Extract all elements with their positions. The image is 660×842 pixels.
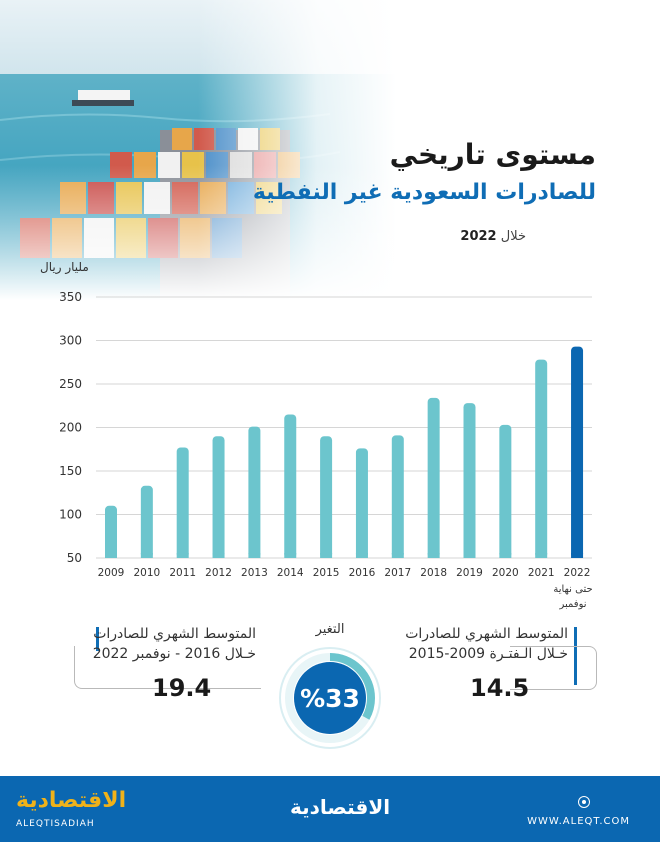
page-title: مستوى تاريخي	[389, 138, 596, 171]
donut-outer-ring	[279, 647, 381, 749]
bar-2010	[140, 485, 153, 558]
right-stat-labels: المتوسط الشهري للصادرات خـلال الـفتـرة 2…	[405, 624, 568, 664]
period-label: خلال 2022	[460, 229, 526, 244]
donut-arc	[285, 653, 375, 743]
y-tick-label: 300	[59, 334, 82, 348]
bar-base-2013	[248, 553, 261, 558]
bar-base-2017	[391, 553, 404, 558]
bar-base-2009	[105, 553, 117, 558]
footer-logo-en: ALEQTISADIAH	[16, 819, 95, 829]
bar-2011	[176, 447, 189, 558]
bar-2016	[355, 448, 368, 558]
y-tick-label: 100	[59, 508, 82, 522]
bar-base-2020	[499, 553, 512, 558]
x-tick-label-2013: 2013	[241, 567, 268, 579]
bar-base-2011	[176, 553, 189, 558]
bar-base-2018	[427, 553, 440, 558]
y-tick-label: 200	[59, 421, 82, 435]
bar-2014	[284, 414, 297, 558]
y-axis-ticks: 50 100 150 200 250 300 350	[59, 290, 82, 565]
x-tick-label-2016: 2016	[349, 567, 376, 579]
donut-value: %33	[300, 684, 360, 713]
left-stat-label-line1: المتوسط الشهري للصادرات	[93, 626, 256, 642]
y-axis-unit: مليار ريال	[40, 260, 89, 274]
bar-2015	[320, 436, 333, 558]
bar-2018	[427, 397, 440, 558]
x-tick-label-2011: 2011	[169, 567, 196, 579]
bar-2019	[463, 403, 476, 558]
donut-center	[294, 662, 366, 734]
x-tick-label-2019: 2019	[456, 567, 483, 579]
left-stat-bracket	[74, 646, 261, 689]
right-stat-value: 14.5	[470, 674, 530, 702]
hero-image	[0, 0, 660, 300]
bar-2021	[535, 359, 548, 558]
y-tick-label: 50	[67, 551, 82, 565]
left-stat-value: 19.4	[152, 674, 212, 702]
bar-2020	[499, 424, 512, 558]
chart-grid	[96, 296, 592, 559]
footer-logo-left: الاقتصادية	[16, 788, 127, 813]
x-tick-label-2022: 2022	[564, 567, 591, 579]
bar-2013	[248, 426, 261, 558]
right-stat-accent	[574, 627, 577, 685]
left-stat-accent	[96, 627, 99, 651]
bar-2022	[571, 346, 584, 558]
footer: الاقتصادية ALEQTISADIAH الاقتصادية WWW.A…	[0, 776, 660, 842]
x-tick-label-2009: 2009	[98, 567, 125, 579]
x-tick-label-2014: 2014	[277, 567, 304, 579]
x-tick-label-2012: 2012	[205, 567, 232, 579]
right-stat-bracket	[510, 646, 597, 690]
bar-base-2010	[140, 553, 153, 558]
right-stat-label-line1: المتوسط الشهري للصادرات	[405, 626, 568, 642]
x-tick-label-2015: 2015	[313, 567, 340, 579]
period-year: 2022	[460, 229, 497, 244]
exports-bar-chart: 50 100 150 200 250 300 350 2009 2010 2011 2012 201…	[59, 290, 592, 579]
period-prefix: خلال	[500, 229, 526, 244]
left-stat-label-line2: خـلال 2016 - نوفمبر 2022	[92, 646, 256, 662]
chart-bars	[105, 346, 584, 558]
last-bar-note: حتى نهاية نوفمبر	[553, 584, 593, 610]
page-subtitle: للصادرات السعودية غير النفطية	[252, 180, 596, 205]
bar-base-2021	[535, 553, 548, 558]
x-tick-label-2021: 2021	[528, 567, 555, 579]
bar-base-2016	[355, 553, 368, 558]
x-tick-label-2020: 2020	[492, 567, 519, 579]
bar-base-2014	[284, 553, 297, 558]
x-axis-ticks: 2009 2010 2011 2012 2013 2014 2015 2016 2017 2018…	[98, 567, 591, 579]
bar-base-2015	[320, 553, 333, 558]
y-tick-label: 350	[59, 290, 82, 304]
left-stat-labels: المتوسط الشهري للصادرات خـلال 2016 - نوف…	[93, 624, 256, 664]
bar-2017	[391, 435, 404, 558]
right-stat-label-line2: خـلال الـفتـرة 2009-2015	[408, 646, 568, 662]
change-donut: %33	[279, 647, 381, 749]
footer-url[interactable]: WWW.ALEQT.COM	[527, 816, 630, 827]
bar-base-2019	[463, 553, 476, 558]
y-tick-label: 250	[59, 377, 82, 391]
change-label: التغير	[315, 622, 345, 637]
x-tick-label-2018: 2018	[420, 567, 447, 579]
footer-logo-center: الاقتصادية	[290, 795, 391, 819]
footer-site-icon	[578, 796, 590, 808]
bar-base-2012	[212, 553, 225, 558]
bar-2012	[212, 436, 225, 558]
hero-fade-bottom	[0, 0, 660, 300]
bar-2009	[105, 505, 117, 558]
x-tick-label-2017: 2017	[384, 567, 411, 579]
bar-base-2022	[571, 553, 584, 558]
x-tick-label-2010: 2010	[133, 567, 160, 579]
y-tick-label: 150	[59, 464, 82, 478]
